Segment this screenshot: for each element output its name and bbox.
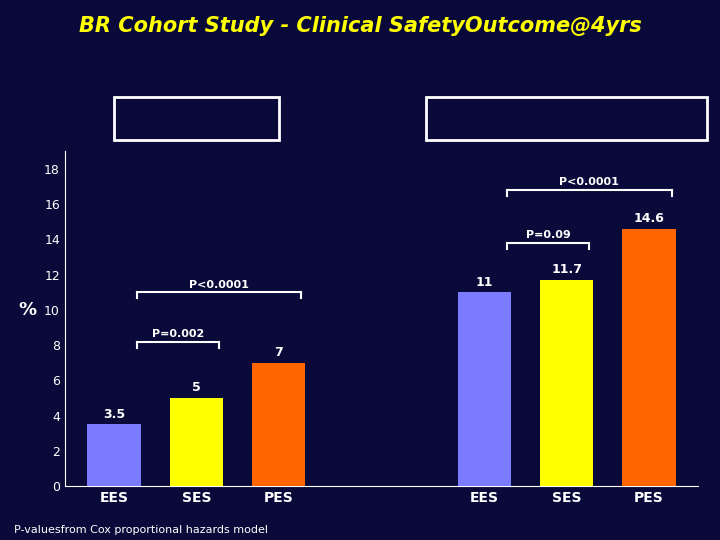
Text: 11.7: 11.7 <box>552 264 582 276</box>
Text: CardiacDeathor MI: CardiacDeathor MI <box>473 110 661 128</box>
Bar <box>170 398 223 486</box>
Text: P=0.09: P=0.09 <box>526 230 571 240</box>
Bar <box>622 229 676 486</box>
Text: P<0.0001: P<0.0001 <box>189 280 249 289</box>
Bar <box>252 363 305 486</box>
Text: 14.6: 14.6 <box>634 212 665 225</box>
Text: 7: 7 <box>274 346 283 359</box>
Bar <box>458 292 511 486</box>
Text: P<0.0001: P<0.0001 <box>559 177 619 187</box>
Y-axis label: %: % <box>18 301 37 319</box>
Text: 5: 5 <box>192 381 201 394</box>
Text: 11: 11 <box>476 275 493 289</box>
Text: P-valuesfrom Cox proportional hazards model: P-valuesfrom Cox proportional hazards mo… <box>14 524 269 535</box>
Text: P=0.002: P=0.002 <box>152 329 204 339</box>
Text: MI: MI <box>184 110 209 128</box>
Bar <box>87 424 141 486</box>
Text: 3.5: 3.5 <box>103 408 125 421</box>
Text: BR Cohort Study - Clinical SafetyOutcome@4yrs: BR Cohort Study - Clinical SafetyOutcome… <box>78 16 642 36</box>
Bar <box>540 280 593 486</box>
